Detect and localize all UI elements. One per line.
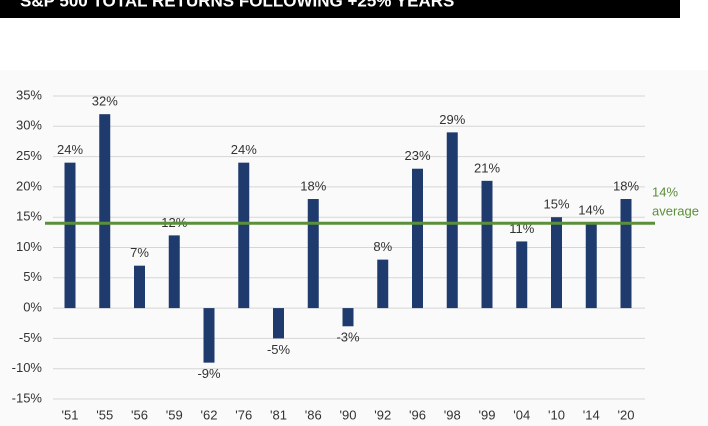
bar [412, 168, 423, 309]
data-label: -5% [267, 342, 291, 357]
data-label: 15% [543, 197, 569, 212]
bar [551, 217, 562, 309]
bar [134, 265, 145, 309]
x-tick-label: '99 [479, 407, 496, 422]
y-tick-label: -10% [12, 360, 43, 375]
bar [620, 199, 632, 309]
x-tick-label: '56 [131, 407, 148, 422]
data-label: 32% [92, 94, 118, 109]
data-label: 29% [439, 112, 465, 127]
bar [481, 180, 493, 309]
data-label: 18% [300, 178, 326, 193]
x-tick-label: '62 [201, 407, 218, 422]
x-tick-label: '10 [548, 407, 565, 422]
y-tick-label: 0% [23, 300, 42, 315]
y-tick-label: -5% [19, 330, 43, 345]
data-label: 21% [474, 160, 500, 175]
y-tick-label: 5% [23, 269, 42, 284]
bar [446, 132, 458, 309]
data-label: 24% [231, 142, 257, 157]
bar [273, 308, 284, 339]
y-tick-label: -15% [12, 390, 43, 405]
x-tick-label: '96 [409, 407, 426, 422]
x-tick-label: '90 [340, 407, 357, 422]
y-tick-label: 30% [16, 118, 42, 133]
data-label: 23% [404, 148, 430, 163]
data-label: 18% [613, 178, 639, 193]
x-tick-label: '92 [374, 407, 391, 422]
y-tick-label: 35% [16, 87, 42, 102]
average-text: average [652, 204, 699, 219]
bar [64, 162, 76, 309]
y-tick-label: 10% [16, 239, 42, 254]
x-tick-label: '76 [235, 407, 252, 422]
data-label: -9% [197, 366, 221, 381]
x-tick-label: '59 [166, 407, 183, 422]
bar [168, 235, 180, 309]
bar [516, 241, 528, 309]
bar [377, 259, 389, 309]
data-label: -3% [336, 330, 360, 345]
x-tick-label: '86 [305, 407, 322, 422]
data-label: 8% [373, 239, 392, 254]
chart-title: S&P 500 TOTAL RETURNS FOLLOWING +25% YEA… [20, 0, 454, 10]
data-label: 7% [130, 245, 149, 260]
x-tick-label: '98 [444, 407, 461, 422]
bar [203, 308, 215, 363]
x-tick-label: '14 [583, 407, 600, 422]
y-tick-label: 20% [16, 178, 42, 193]
bar [99, 114, 111, 309]
x-tick-label: '81 [270, 407, 287, 422]
bar [585, 223, 597, 309]
bar [238, 162, 250, 309]
title-banner [0, 0, 680, 18]
data-label: 14% [578, 203, 604, 218]
data-label: 24% [57, 142, 83, 157]
y-tick-label: 15% [16, 209, 42, 224]
bar [307, 199, 319, 309]
bar [342, 308, 354, 327]
x-tick-label: '04 [513, 407, 530, 422]
x-tick-label: '55 [96, 407, 113, 422]
x-tick-label: '51 [62, 407, 79, 422]
x-tick-label: '20 [618, 407, 635, 422]
average-label: 14% [652, 185, 678, 200]
y-tick-label: 25% [16, 148, 42, 163]
